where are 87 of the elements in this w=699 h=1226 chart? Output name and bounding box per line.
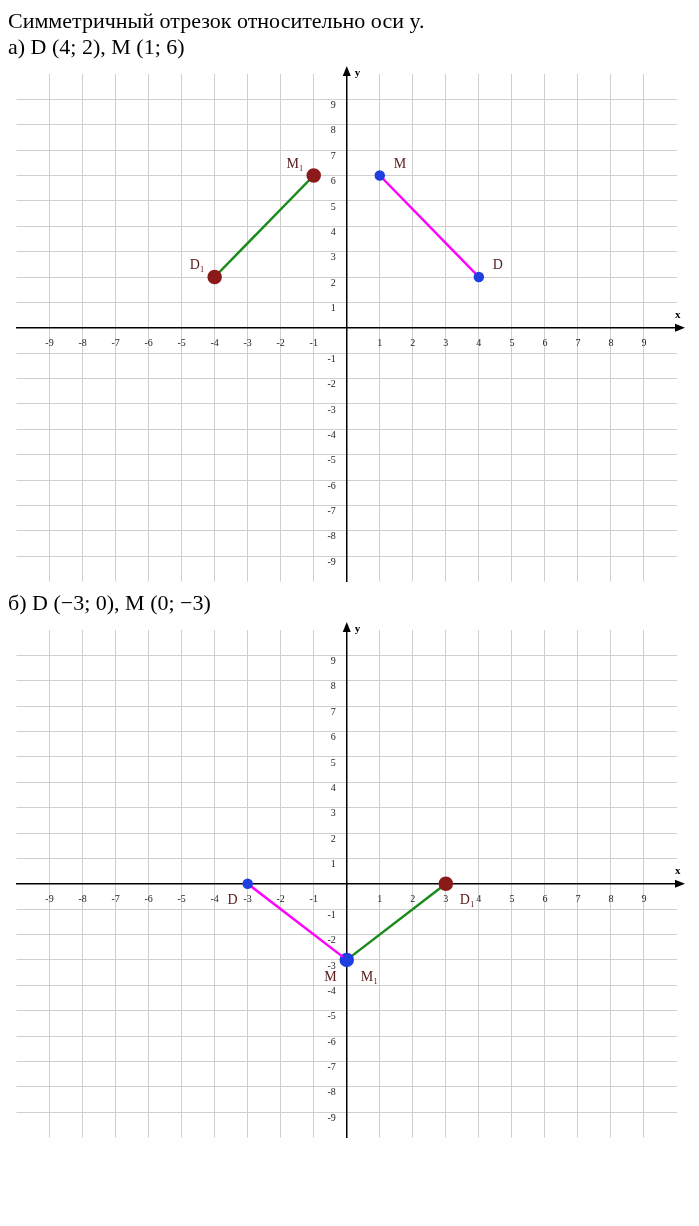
x-tick-label: -7	[111, 337, 120, 349]
x-tick-label: -1	[309, 337, 318, 349]
x-tick-label: 7	[575, 337, 581, 349]
x-tick-label: -6	[144, 337, 153, 349]
annotation: M₁	[286, 155, 304, 171]
y-tick-label: 3	[330, 251, 336, 263]
y-tick-label: 9	[330, 655, 336, 666]
x-tick-label: 8	[608, 337, 614, 349]
x-tick-label: -3	[243, 337, 252, 349]
x-tick-label: 4	[476, 337, 482, 349]
y-axis-title: y	[354, 622, 361, 634]
y-tick-label: 6	[330, 731, 336, 743]
x-tick-label: -5	[177, 337, 186, 349]
y-tick-label: 1	[330, 858, 336, 869]
y-tick-label: 3	[330, 807, 336, 819]
y-tick-label: -8	[327, 1086, 336, 1098]
x-tick-label: 6	[542, 893, 548, 905]
y-tick-label: 6	[330, 175, 336, 187]
x-tick-label: 5	[509, 337, 515, 349]
y-tick-label: -7	[327, 1061, 336, 1072]
y-tick-label: -5	[327, 1010, 336, 1022]
y-tick-label: -4	[327, 984, 336, 996]
chart-title: Симметричный отрезок относительно оси y.	[8, 8, 426, 34]
annotation: D	[227, 892, 238, 908]
x-tick-label: -7	[111, 893, 120, 905]
chart-title: б) D (−3; 0), M (0; −3)	[8, 590, 212, 616]
y-tick-label: -7	[327, 505, 336, 516]
y-tick-label: -9	[327, 1111, 336, 1123]
x-tick-label: -6	[144, 893, 153, 905]
x-tick-label: 2	[410, 893, 416, 905]
y-tick-label: 1	[330, 302, 336, 313]
annotation: D₁	[459, 892, 475, 908]
x-tick-label: 4	[476, 893, 482, 905]
annotation: M	[324, 968, 338, 984]
x-tick-label: -8	[78, 337, 87, 349]
y-tick-label: -5	[327, 454, 336, 466]
x-tick-label: 3	[443, 337, 449, 349]
x-tick-label: 6	[542, 337, 548, 349]
x-tick-label: 1	[377, 893, 383, 905]
y-tick-label: -1	[327, 352, 336, 364]
y-tick-label: 8	[330, 680, 336, 692]
y-tick-label: 2	[330, 832, 336, 844]
x-tick-label: -9	[45, 337, 54, 349]
annotation: M₁	[360, 968, 379, 984]
y-tick-label: -9	[327, 555, 336, 567]
y-tick-label: -3	[327, 403, 336, 415]
x-tick-label: -9	[45, 893, 54, 905]
y-tick-label: 4	[330, 225, 336, 237]
x-tick-label: 7	[575, 893, 581, 905]
x-axis-title: x	[675, 307, 681, 320]
y-tick-label: -6	[327, 479, 336, 491]
x-tick-label: 1	[377, 337, 383, 349]
y-tick-label: -2	[327, 378, 336, 390]
annotation: D₁	[189, 257, 205, 272]
y-tick-label: -8	[327, 530, 336, 542]
x-tick-label: 5	[509, 893, 515, 905]
y-tick-label: -3	[327, 959, 336, 971]
annotation: D	[492, 257, 503, 272]
x-tick-label: -3	[243, 893, 252, 905]
x-tick-label: -2	[276, 893, 285, 905]
chart-subtitle: а) D (4; 2), M (1; 6)	[8, 34, 186, 60]
y-tick-label: 4	[330, 781, 336, 793]
y-tick-label: 5	[330, 756, 336, 768]
y-tick-label: 8	[330, 124, 336, 136]
annotation: M	[393, 155, 407, 171]
x-tick-label: 3	[443, 893, 449, 905]
y-tick-label: -2	[327, 934, 336, 946]
y-tick-label: -1	[327, 908, 336, 920]
x-axis-title: x	[675, 863, 681, 876]
y-tick-label: -6	[327, 1035, 336, 1047]
x-tick-label: -8	[78, 893, 87, 905]
y-tick-label: 9	[330, 99, 336, 110]
x-tick-label: 9	[641, 893, 647, 905]
x-tick-label: -1	[309, 893, 318, 905]
y-tick-label: 5	[330, 200, 336, 212]
x-tick-label: -4	[210, 337, 219, 349]
x-tick-label: 8	[608, 893, 614, 905]
x-tick-label: -2	[276, 337, 285, 349]
x-tick-label: -4	[210, 893, 219, 905]
x-tick-label: 2	[410, 337, 416, 349]
y-tick-label: 7	[330, 705, 336, 717]
y-tick-label: 2	[330, 276, 336, 288]
y-axis-title: y	[354, 66, 361, 78]
x-tick-label: -5	[177, 893, 186, 905]
y-tick-label: -4	[327, 428, 336, 440]
y-tick-label: 7	[330, 149, 336, 161]
x-tick-label: 9	[641, 337, 647, 349]
